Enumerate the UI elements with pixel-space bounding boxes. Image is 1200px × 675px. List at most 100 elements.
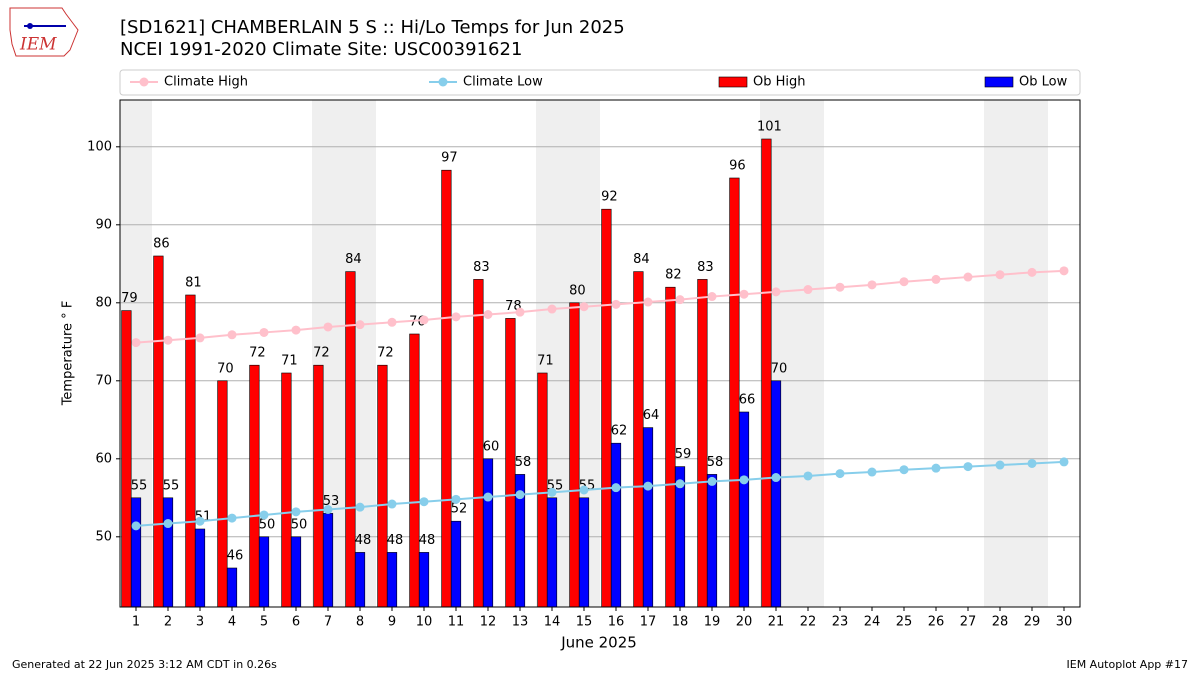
- bar-value-label: 83: [473, 260, 490, 275]
- bar-value-label: 81: [185, 276, 202, 291]
- bar: [450, 520, 462, 608]
- line: [135, 460, 1065, 527]
- line-marker: [195, 516, 205, 526]
- y-tick-label: 80: [95, 295, 112, 310]
- line-marker: [963, 462, 973, 472]
- line-marker: [899, 277, 909, 287]
- y-tick-label: 50: [95, 529, 112, 544]
- bar-value-label: 48: [355, 533, 372, 548]
- bar-value-label: 46: [227, 549, 244, 564]
- legend-label: Ob Low: [1019, 75, 1068, 90]
- bar: [706, 474, 718, 608]
- weekend-shade: [984, 100, 1016, 607]
- y-tick-label: 60: [95, 451, 112, 466]
- bar: [546, 497, 558, 608]
- x-tick-label: 29: [1024, 615, 1041, 630]
- x-tick-label: 22: [800, 615, 817, 630]
- x-tick-label: 27: [960, 615, 977, 630]
- legend-label: Ob High: [753, 75, 806, 90]
- line-marker: [867, 280, 877, 290]
- legend-box: [119, 69, 1081, 96]
- line-marker: [1027, 267, 1037, 277]
- line-marker: [483, 492, 493, 502]
- line-marker: [707, 292, 717, 302]
- bar: [217, 380, 228, 608]
- x-tick-label: 17: [640, 615, 657, 630]
- line-marker: [515, 490, 525, 500]
- x-tick-label: 4: [228, 615, 236, 630]
- line-marker: [419, 315, 429, 325]
- legend-marker: [139, 77, 149, 87]
- line-marker: [739, 475, 749, 485]
- bar: [633, 271, 644, 608]
- footer-right: IEM Autoplot App #17: [1067, 658, 1189, 671]
- line-marker: [195, 333, 205, 343]
- bar: [738, 411, 750, 608]
- line-marker: [227, 330, 237, 340]
- line-marker: [355, 320, 365, 330]
- bar: [162, 497, 174, 608]
- logo-outline: [9, 7, 79, 57]
- line-marker: [643, 297, 653, 307]
- bar: [153, 255, 164, 608]
- line-marker: [995, 460, 1005, 470]
- y-tick-label: 90: [95, 217, 112, 232]
- bar-value-label: 50: [291, 517, 308, 532]
- bar: [313, 364, 324, 608]
- x-tick-label: 25: [896, 615, 913, 630]
- bar-value-label: 58: [515, 455, 532, 470]
- x-tick-label: 18: [672, 615, 689, 630]
- line-marker: [259, 510, 269, 520]
- line-marker: [803, 471, 813, 481]
- x-tick-label: 8: [356, 615, 364, 630]
- x-tick-label: 24: [864, 615, 881, 630]
- line-marker: [611, 483, 621, 493]
- bar: [482, 458, 494, 608]
- bar-value-label: 92: [601, 190, 618, 205]
- bar: [226, 567, 238, 608]
- line-marker: [739, 289, 749, 299]
- x-tick-label: 12: [480, 615, 497, 630]
- x-tick-label: 16: [608, 615, 625, 630]
- line-marker: [163, 335, 173, 345]
- plot-frame: [119, 99, 1081, 608]
- weekend-shade: [1016, 100, 1048, 607]
- line: [135, 269, 1065, 344]
- y-axis-label: Temperature ° F: [61, 301, 76, 407]
- bar: [322, 513, 334, 608]
- bar-value-label: 84: [345, 252, 362, 267]
- x-tick-label: 14: [544, 615, 561, 630]
- bar-value-label: 71: [281, 354, 298, 369]
- y-tick-label: 100: [87, 139, 112, 154]
- line-marker: [1027, 458, 1037, 468]
- x-tick-label: 2: [164, 615, 172, 630]
- line-marker: [675, 479, 685, 489]
- chart-subtitle: NCEI 1991-2020 Climate Site: USC00391621: [120, 39, 522, 60]
- line-marker: [227, 513, 237, 523]
- bar-value-label: 55: [163, 478, 180, 493]
- bar: [290, 536, 302, 608]
- bar-value-label: 83: [697, 260, 714, 275]
- bar-value-label: 72: [313, 346, 330, 361]
- line-marker: [387, 317, 397, 327]
- legend-marker: [438, 77, 448, 87]
- line-marker: [547, 487, 557, 497]
- bar-value-label: 62: [611, 424, 628, 439]
- bar-value-label: 55: [131, 478, 148, 493]
- legend-swatch: [718, 76, 748, 88]
- bar: [569, 302, 580, 608]
- bar-value-label: 70: [771, 361, 788, 376]
- line-marker: [995, 270, 1005, 280]
- x-tick-label: 11: [448, 615, 465, 630]
- x-tick-label: 9: [388, 615, 396, 630]
- y-tick-label: 70: [95, 373, 112, 388]
- line-marker: [1059, 266, 1069, 276]
- line-marker: [451, 312, 461, 322]
- line-marker: [419, 497, 429, 507]
- bar-value-label: 72: [377, 346, 394, 361]
- x-tick-label: 23: [832, 615, 849, 630]
- bar-value-label: 79: [121, 291, 138, 306]
- x-tick-label: 21: [768, 615, 785, 630]
- x-tick-label: 13: [512, 615, 529, 630]
- line-marker: [323, 505, 333, 514]
